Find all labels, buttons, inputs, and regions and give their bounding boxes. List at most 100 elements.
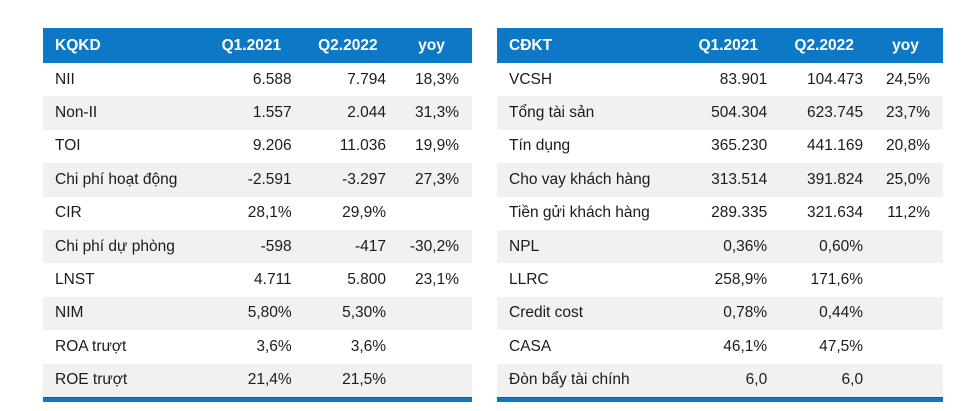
row-label: VCSH	[497, 63, 685, 97]
cell-q2-2022: 441.169	[780, 129, 877, 164]
cell-q1-2021: 9.206	[206, 129, 305, 164]
cell-q1-2021: 83.901	[684, 63, 781, 97]
row-label: Cho vay khách hàng	[497, 163, 685, 197]
cell-q1-2021: 6.588	[206, 63, 305, 97]
table-row: Tổng tài sản 504.304 623.745 23,7%	[497, 96, 943, 130]
cell-q2-2022: 0,60%	[780, 229, 877, 264]
row-label: ROA trượt	[43, 330, 207, 364]
cell-q2-2022: 5.800	[304, 263, 400, 297]
table-row: NII 6.588 7.794 18,3%	[43, 63, 472, 97]
cell-q1-2021: 6,0	[684, 363, 781, 397]
cdkt-table: CĐKT Q1.2021 Q2.2022 yoy VCSH 83.901 104…	[497, 28, 943, 402]
cell-yoy: 24,5%	[876, 63, 943, 97]
cell-q1-2021: 0,36%	[684, 229, 781, 264]
cell-q2-2022: 623.745	[780, 96, 877, 130]
cell-q1-2021: -598	[206, 229, 305, 264]
table-row: Tín dụng 365.230 441.169 20,8%	[497, 129, 943, 164]
cell-q2-2022: 3,6%	[304, 330, 400, 364]
cell-yoy: 23,7%	[876, 96, 943, 130]
table-row: Non-II 1.557 2.044 31,3%	[43, 96, 472, 130]
cdkt-col-q2-2022: Q2.2022	[780, 28, 877, 63]
table-row: CIR 28,1% 29,9%	[43, 196, 472, 230]
row-label: NII	[43, 63, 207, 97]
cell-yoy	[399, 330, 472, 364]
kqkd-col-q2-2022: Q2.2022	[304, 28, 400, 63]
table-row: TOI 9.206 11.036 19,9%	[43, 129, 472, 164]
table-row: LNST 4.711 5.800 23,1%	[43, 263, 472, 297]
row-label: Chi phí dự phòng	[43, 229, 207, 264]
cell-q2-2022: 321.634	[780, 196, 877, 230]
cell-yoy	[876, 363, 943, 397]
table-row: VCSH 83.901 104.473 24,5%	[497, 63, 943, 97]
kqkd-col-q1-2021: Q1.2021	[206, 28, 305, 63]
cell-yoy	[876, 229, 943, 264]
cell-q1-2021: -2.591	[206, 163, 305, 197]
row-label: CIR	[43, 196, 207, 230]
cell-q1-2021: 46,1%	[684, 330, 781, 364]
kqkd-data-table: KQKD Q1.2021 Q2.2022 yoy NII 6.588 7.794…	[43, 28, 472, 397]
table-row: Đòn bẩy tài chính 6,0 6,0	[497, 363, 943, 397]
cell-q2-2022: 47,5%	[780, 330, 877, 364]
cell-q1-2021: 365.230	[684, 129, 781, 164]
table-row: Credit cost 0,78% 0,44%	[497, 296, 943, 331]
table-row: ROE trượt 21,4% 21,5%	[43, 363, 472, 397]
cell-q1-2021: 0,78%	[684, 296, 781, 331]
row-label: Tiền gửi khách hàng	[497, 196, 685, 230]
row-label: NPL	[497, 229, 685, 264]
row-label: Credit cost	[497, 296, 685, 331]
cell-q2-2022: 6,0	[780, 363, 877, 397]
table-row: Cho vay khách hàng 313.514 391.824 25,0%	[497, 163, 943, 197]
row-label: LLRC	[497, 263, 685, 297]
cell-q2-2022: 7.794	[304, 63, 400, 97]
kqkd-header-row: KQKD Q1.2021 Q2.2022 yoy	[43, 28, 472, 63]
row-label: LNST	[43, 263, 207, 297]
cell-yoy	[399, 363, 472, 397]
cell-yoy: 27,3%	[399, 163, 472, 197]
cell-yoy	[876, 330, 943, 364]
cell-q2-2022: 11.036	[304, 129, 400, 164]
table-row: Chi phí hoạt động -2.591 -3.297 27,3%	[43, 163, 472, 197]
cell-q1-2021: 1.557	[206, 96, 305, 130]
cell-q2-2022: 171,6%	[780, 263, 877, 297]
cdkt-data-table: CĐKT Q1.2021 Q2.2022 yoy VCSH 83.901 104…	[497, 28, 943, 397]
row-label: Đòn bẩy tài chính	[497, 363, 685, 397]
cell-q1-2021: 3,6%	[206, 330, 305, 364]
row-label: NIM	[43, 296, 207, 331]
table-row: NIM 5,80% 5,30%	[43, 296, 472, 331]
cell-q2-2022: 29,9%	[304, 196, 400, 230]
cell-yoy	[876, 296, 943, 331]
cell-yoy: 20,8%	[876, 129, 943, 164]
cell-q2-2022: 21,5%	[304, 363, 400, 397]
cell-yoy: 31,3%	[399, 96, 472, 130]
cell-q2-2022: 5,30%	[304, 296, 400, 331]
cell-yoy: 11,2%	[876, 196, 943, 230]
row-label: Tổng tài sản	[497, 96, 685, 130]
cell-q2-2022: -417	[304, 229, 400, 264]
cell-q2-2022: 2.044	[304, 96, 400, 130]
table-row: ROA trượt 3,6% 3,6%	[43, 330, 472, 364]
table-row: NPL 0,36% 0,60%	[497, 229, 943, 264]
table-row: Chi phí dự phòng -598 -417 -30,2%	[43, 229, 472, 264]
kqkd-table: KQKD Q1.2021 Q2.2022 yoy NII 6.588 7.794…	[43, 28, 472, 402]
cell-q2-2022: 391.824	[780, 163, 877, 197]
cell-q2-2022: 104.473	[780, 63, 877, 97]
cell-q1-2021: 289.335	[684, 196, 781, 230]
cell-q1-2021: 5,80%	[206, 296, 305, 331]
table-bottom-accent-bar	[43, 396, 472, 402]
table-row: Tiền gửi khách hàng 289.335 321.634 11,2…	[497, 196, 943, 230]
row-label: Non-II	[43, 96, 207, 130]
cell-q1-2021: 313.514	[684, 163, 781, 197]
kqkd-table-title: KQKD	[43, 28, 207, 63]
cdkt-header-row: CĐKT Q1.2021 Q2.2022 yoy	[497, 28, 943, 63]
row-label: CASA	[497, 330, 685, 364]
cell-yoy: 19,9%	[399, 129, 472, 164]
cell-q1-2021: 4.711	[206, 263, 305, 297]
cdkt-col-q1-2021: Q1.2021	[684, 28, 781, 63]
cell-q1-2021: 21,4%	[206, 363, 305, 397]
table-bottom-accent-bar	[497, 396, 943, 402]
table-row: LLRC 258,9% 171,6%	[497, 263, 943, 297]
cell-yoy	[876, 263, 943, 297]
row-label: Tín dụng	[497, 129, 685, 164]
row-label: ROE trượt	[43, 363, 207, 397]
